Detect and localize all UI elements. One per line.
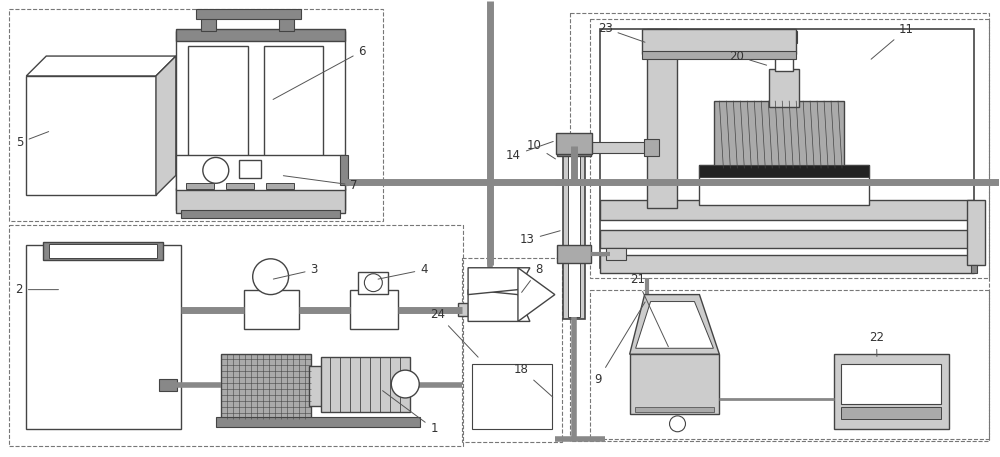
Text: 7: 7 (283, 175, 358, 192)
Bar (971, 265, 977, 273)
Text: 2: 2 (15, 283, 58, 296)
Bar (635, 407, 714, 412)
Bar (9, 225, 463, 446)
Polygon shape (636, 302, 713, 348)
Bar (630, 354, 719, 414)
Text: 11: 11 (871, 23, 914, 59)
Text: 3: 3 (273, 263, 318, 279)
Polygon shape (468, 268, 530, 295)
Bar (600, 255, 974, 273)
Bar (264, 46, 323, 185)
Bar (458, 303, 468, 316)
Polygon shape (518, 268, 555, 321)
Text: 18: 18 (514, 363, 553, 397)
Bar (590, 19, 989, 278)
Bar (462, 258, 562, 442)
Bar (201, 16, 216, 31)
Bar (186, 183, 214, 189)
Bar (841, 407, 941, 419)
Bar (769, 69, 799, 107)
Bar (309, 366, 323, 406)
Bar (557, 138, 591, 156)
Bar (188, 46, 248, 185)
Bar (568, 149, 580, 318)
Bar (642, 29, 796, 54)
Text: 22: 22 (869, 331, 884, 356)
Bar (600, 230, 974, 248)
Bar (556, 133, 592, 154)
Bar (26, 76, 156, 195)
Bar (196, 9, 301, 19)
Text: 9: 9 (595, 302, 645, 386)
Bar (642, 51, 796, 59)
Circle shape (364, 274, 382, 292)
Polygon shape (630, 295, 719, 354)
Text: 13: 13 (520, 231, 560, 246)
Text: 21: 21 (630, 273, 668, 347)
Polygon shape (26, 56, 176, 76)
Text: 20: 20 (729, 49, 767, 65)
Bar (320, 357, 410, 412)
Bar (340, 155, 348, 185)
Polygon shape (156, 56, 176, 195)
Bar (226, 183, 254, 189)
Bar (563, 145, 585, 319)
Bar (775, 39, 793, 71)
Circle shape (253, 259, 289, 295)
Bar (266, 183, 294, 189)
Text: 24: 24 (430, 308, 478, 357)
Text: 10: 10 (527, 139, 555, 159)
Bar (350, 290, 398, 329)
Bar (9, 9, 383, 221)
Bar (591, 142, 646, 154)
Bar (472, 364, 552, 429)
Bar (239, 160, 261, 178)
Text: 4: 4 (378, 263, 428, 279)
Bar (647, 29, 677, 208)
Bar (358, 272, 388, 293)
Bar (600, 200, 974, 220)
Circle shape (670, 416, 685, 432)
Bar (699, 165, 869, 177)
Bar (159, 379, 177, 391)
Bar (557, 245, 591, 263)
Text: 8: 8 (522, 263, 542, 292)
Bar (176, 155, 345, 190)
Text: 1: 1 (383, 391, 438, 435)
Bar (49, 244, 157, 258)
Bar (590, 290, 989, 439)
Circle shape (203, 157, 229, 183)
Bar (181, 210, 340, 218)
Text: 23: 23 (598, 22, 645, 42)
Bar (43, 242, 163, 260)
Bar (771, 31, 797, 43)
Bar (834, 354, 949, 429)
Bar (600, 29, 974, 268)
Bar (570, 13, 989, 441)
Bar (176, 188, 345, 213)
Bar (26, 245, 181, 429)
Bar (644, 138, 659, 156)
Bar (606, 248, 626, 260)
Bar (176, 31, 345, 210)
Bar (244, 290, 299, 329)
Polygon shape (468, 290, 530, 321)
Text: 5: 5 (16, 132, 49, 149)
Bar (714, 101, 844, 168)
Text: 6: 6 (273, 45, 366, 100)
Bar (841, 364, 941, 404)
Bar (176, 29, 345, 41)
Bar (279, 16, 294, 31)
Circle shape (391, 370, 419, 398)
Bar (221, 354, 311, 419)
Text: 14: 14 (506, 142, 553, 162)
Bar (699, 165, 869, 205)
Bar (967, 200, 985, 265)
Bar (216, 417, 420, 427)
